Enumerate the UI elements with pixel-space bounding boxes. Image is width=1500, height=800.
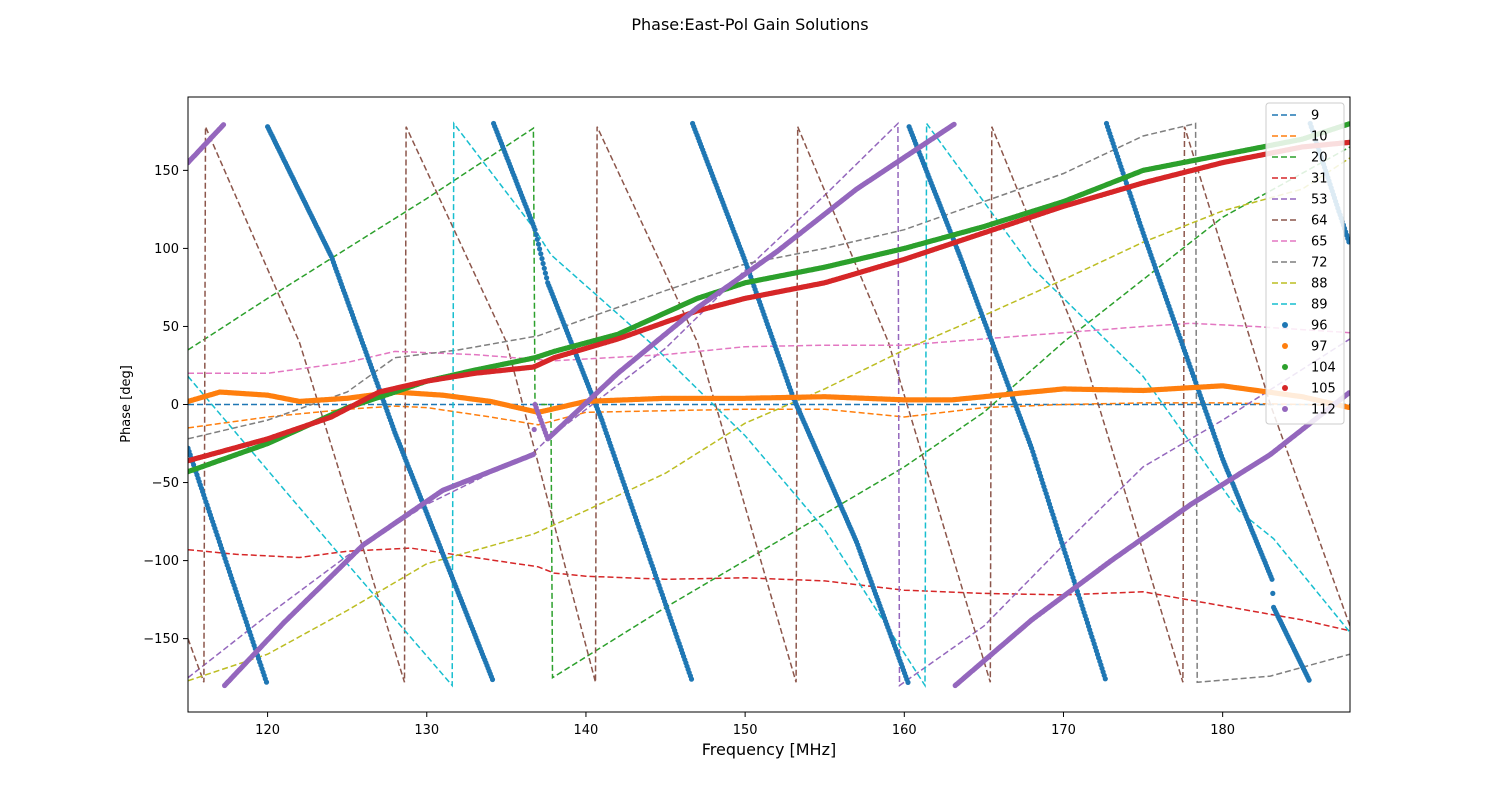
data-point bbox=[263, 679, 270, 685]
series-line-65 bbox=[188, 322, 1350, 375]
data-point bbox=[951, 121, 957, 127]
data-point bbox=[1270, 590, 1276, 597]
data-point bbox=[539, 256, 545, 262]
data-point bbox=[1102, 676, 1108, 682]
series-line-89 bbox=[188, 121, 1350, 689]
data-point bbox=[489, 676, 496, 683]
data-point bbox=[540, 260, 546, 267]
series-line-72 bbox=[188, 122, 1350, 684]
data-point bbox=[530, 451, 537, 457]
data-point bbox=[1306, 677, 1312, 683]
data-point bbox=[532, 227, 538, 233]
series-line-31 bbox=[188, 547, 1350, 632]
data-point bbox=[544, 275, 550, 281]
data-point bbox=[905, 679, 911, 686]
data-point bbox=[538, 251, 544, 257]
data-point bbox=[220, 122, 227, 128]
data-point bbox=[535, 241, 542, 247]
series-layer bbox=[188, 120, 1350, 689]
data-point bbox=[1346, 239, 1350, 245]
data-point bbox=[541, 265, 547, 271]
data-point bbox=[542, 270, 549, 276]
data-point bbox=[688, 676, 695, 682]
data-point bbox=[534, 236, 540, 242]
data-point bbox=[1269, 576, 1275, 582]
series-line-88 bbox=[188, 157, 1350, 682]
data-point bbox=[533, 231, 539, 238]
data-point bbox=[537, 246, 543, 252]
data-point bbox=[531, 426, 537, 433]
chart-title: Phase:East-Pol Gain Solutions bbox=[631, 15, 868, 34]
